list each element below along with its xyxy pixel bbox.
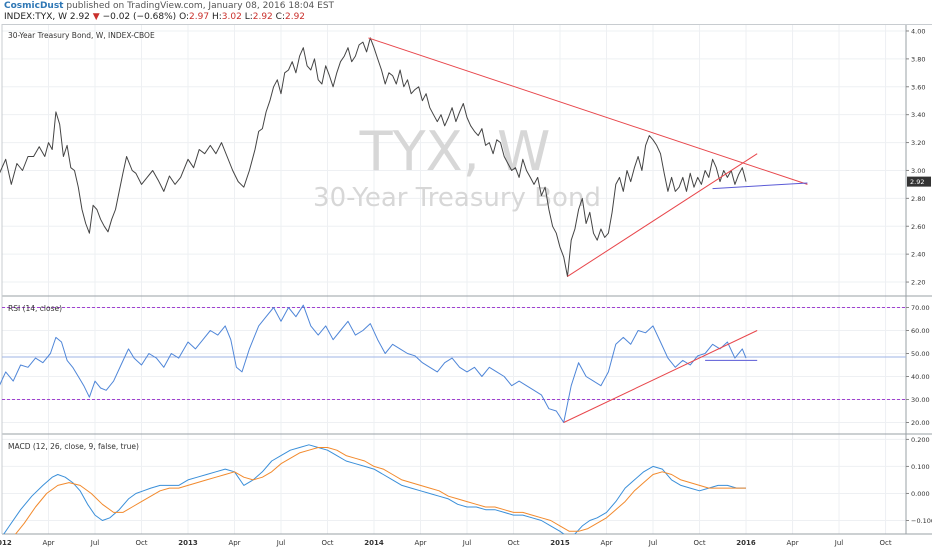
x-tick-label: Apr [414, 539, 426, 547]
y-tick-label: 50.00 [911, 350, 930, 358]
x-tick-label: 2012 [0, 539, 12, 547]
close-label: C: [275, 12, 285, 22]
y-tick-label: 3.20 [911, 139, 925, 147]
trendline [368, 37, 808, 185]
x-tick-label: Jul [834, 539, 844, 547]
macd-series-group [3, 444, 746, 534]
x-tick-label: Jul [462, 539, 472, 547]
x-tick-label: Jul [90, 539, 100, 547]
grid-layer [1, 24, 906, 534]
x-tick-label: 2013 [178, 539, 198, 547]
series-layer [0, 37, 906, 534]
x-tick-label: Apr [600, 539, 612, 547]
chart-canvas[interactable]: TYX, W 30-Year Treasury Bond 2012 Apr Jul O… [0, 24, 932, 550]
x-tick-label: Apr [786, 539, 798, 547]
close-value: 2.92 [284, 12, 306, 22]
y-tick-label: 3.80 [911, 55, 925, 63]
macd-pane-title: MACD (12, 26, close, 9, false, true) [8, 442, 139, 451]
x-tick-label: 2016 [736, 539, 756, 547]
symbol-quote-line: INDEX:TYX, W 2.92 ▼ −0.02 (−0.68%) O:2.9… [4, 12, 305, 23]
watermark-name: 30-Year Treasury Bond [313, 183, 601, 213]
trendline [567, 153, 758, 277]
down-arrow-icon: ▼ [92, 12, 100, 22]
x-tick-label: Oct [507, 539, 519, 547]
y-tick-label: 4.00 [911, 27, 925, 35]
y-tick-label: 3.00 [911, 167, 925, 175]
watermark: TYX, W 30-Year Treasury Bond [313, 120, 601, 213]
y-tick-label: 70.00 [911, 304, 930, 312]
price-series-line [0, 37, 747, 277]
symbol-label: INDEX:TYX, W [4, 12, 67, 22]
y-tick-label: −0.100 [911, 517, 932, 525]
chart-header: CosmicDust published on TradingView.com,… [0, 0, 932, 24]
y-tick-label: 2.80 [911, 195, 925, 203]
y-tick-label: 2.20 [911, 279, 925, 287]
macd-line [3, 444, 746, 534]
signal-line [14, 447, 746, 534]
high-label: H: [211, 12, 222, 22]
y-tick-label: 60.00 [911, 327, 930, 335]
x-tick-label: Jul [648, 539, 658, 547]
x-tick-label: Apr [42, 539, 54, 547]
last-value-text: 2.92 [910, 178, 924, 186]
publish-info: published on TradingView.com, January 08… [66, 1, 335, 11]
open-label: O: [179, 12, 190, 22]
y-tick-label: 30.00 [911, 396, 930, 404]
x-tick-label: Apr [228, 539, 240, 547]
y-tick-label: 2.40 [911, 251, 925, 259]
rsi-pane-title: RSI (14, close) [8, 304, 62, 313]
y-tick-label: 0.100 [911, 463, 930, 471]
y-tick-label: 20.00 [911, 419, 930, 427]
publish-line: CosmicDust published on TradingView.com,… [4, 1, 334, 12]
last-price: 2.92 [69, 12, 90, 22]
y-tick-label: 3.40 [911, 111, 925, 119]
x-tick-label: Oct [135, 539, 147, 547]
watermark-symbol: TYX, W [359, 120, 551, 183]
y-tick-label: 3.60 [911, 83, 925, 91]
y-tick-label: 0.200 [911, 436, 930, 444]
axis-labels: 2012 Apr Jul Oct 2013 Apr Jul Oct 2014 Apr Jul Oct 2… [0, 27, 932, 547]
rsi-trendline [563, 330, 758, 423]
x-tick-label: Oct [879, 539, 891, 547]
x-tick-label: 2014 [364, 539, 384, 547]
x-tick-label: Oct [693, 539, 705, 547]
last-value-tag [907, 176, 931, 187]
price-pane-title: 30-Year Treasury Bond, W, INDEX-CBOE [8, 31, 155, 40]
low-label: L: [244, 12, 253, 22]
trendline [712, 182, 808, 190]
rsi-series-line [0, 304, 747, 423]
pane-titles: 30-Year Treasury Bond, W, INDEX-CBOE RSI… [8, 31, 155, 451]
x-tick-label: Jul [276, 539, 286, 547]
low-value: 2.92 [252, 12, 273, 22]
high-value: 3.02 [221, 12, 242, 22]
author-link[interactable]: CosmicDust [4, 1, 64, 11]
y-tick-label: 40.00 [911, 373, 930, 381]
y-tick-label: 0.000 [911, 490, 930, 498]
open-value: 2.97 [189, 12, 210, 22]
x-tick-label: 2015 [550, 539, 570, 547]
y-tick-label: 2.60 [911, 223, 925, 231]
x-tick-label: Oct [321, 539, 333, 547]
price-change: −0.02 (−0.68%) [102, 12, 177, 22]
pane-frames [1, 24, 932, 535]
